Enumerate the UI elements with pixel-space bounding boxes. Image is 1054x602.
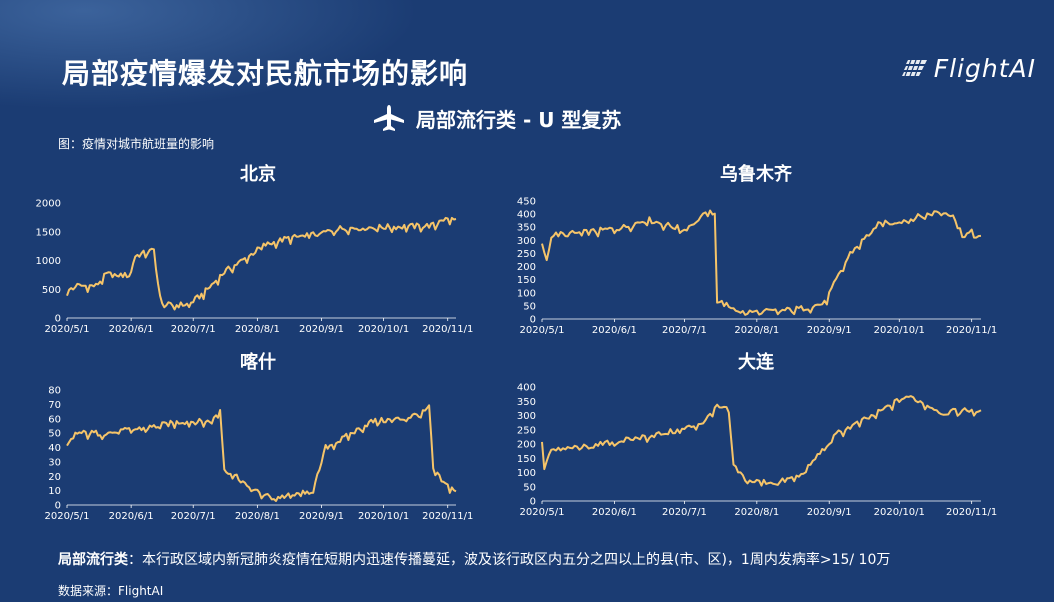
x-tick-label: 2020/8/1 (235, 511, 280, 522)
y-tick-label: 1500 (36, 227, 61, 238)
y-tick-label: 0 (55, 501, 61, 512)
series-line (541, 395, 982, 487)
x-tick-label: 2020/9/1 (807, 507, 852, 518)
line-chart-kashgar: 0 10 20 30 40 50 60 70 80 2020/5/1 2020/6/1 2020/7/… (45, 386, 474, 523)
line-chart-beijing: 0 500 1000 1500 2000 2020/5/1 2020/6/1 2020/7/1… (36, 199, 474, 336)
x-tick-label: 2020/9/1 (299, 324, 344, 335)
y-tick-label: 250 (517, 249, 536, 260)
x-tick-label: 2020/7/1 (171, 511, 216, 522)
x-tick-label: 2020/11/1 (422, 511, 473, 522)
y-tick-label: 200 (517, 262, 536, 273)
x-tick-label: 2020/6/1 (592, 325, 637, 336)
data-source: 数据来源：FlightAI (58, 584, 164, 598)
x-tick-label: 2020/10/1 (874, 325, 925, 336)
y-tick-label: 400 (517, 383, 536, 394)
y-tick-label: 250 (517, 425, 536, 436)
y-tick-label: 300 (517, 411, 536, 422)
x-tick-label: 2020/5/1 (520, 507, 565, 518)
x-tick-label: 2020/9/1 (807, 325, 852, 336)
y-tick-label: 80 (48, 386, 61, 397)
y-tick-label: 50 (523, 301, 536, 312)
section-subtitle: 局部流行类 - U 型复苏 (372, 103, 621, 133)
y-tick-label: 0 (530, 315, 536, 326)
chart-title-urumqi: 乌鲁木齐 (720, 164, 792, 185)
chart-title-kashgar: 喀什 (240, 352, 276, 373)
y-tick-label: 200 (517, 440, 536, 451)
background-glow (0, 0, 420, 110)
figure-caption: 图：疫情对城市航班量的影响 (58, 137, 215, 151)
y-tick-label: 350 (517, 397, 536, 408)
y-tick-label: 0 (55, 314, 61, 325)
x-tick-label: 2020/8/1 (734, 507, 779, 518)
chart-title-dalian: 大连 (738, 352, 774, 373)
logo-text: FlightAI (933, 54, 1036, 83)
line-chart-dalian: 0 50 100 150 200 250 300 350 400 2020/5/1 2020/6/1… (517, 383, 997, 519)
x-tick-label: 2020/10/1 (874, 507, 925, 518)
x-tick-label: 2020/6/1 (109, 324, 154, 335)
x-tick-label: 2020/9/1 (299, 511, 344, 522)
page-title: 局部疫情爆发对民航市场的影响 (62, 57, 469, 90)
x-tick-label: 2020/5/1 (45, 511, 90, 522)
logo-mark-icon (901, 59, 927, 76)
x-tick-label: 2020/7/1 (662, 325, 707, 336)
chart-title-beijing: 北京 (240, 164, 276, 185)
series-line (541, 209, 982, 316)
x-tick-label: 2020/6/1 (109, 511, 154, 522)
y-tick-label: 350 (517, 223, 536, 234)
brand-logo: FlightAI (901, 54, 1036, 83)
y-tick-label: 0 (530, 497, 536, 508)
series-line (66, 404, 457, 502)
airplane-icon (374, 105, 404, 131)
line-chart-urumqi: 0 50 100 150 200 250 300 350 400 450 2020/5/1 2020/… (517, 197, 997, 337)
y-tick-label: 150 (517, 275, 536, 286)
footnote: 局部流行类：本行政区域内新冠肺炎疫情在短期内迅速传播蔓延，波及该行政区内五分之四… (58, 549, 890, 569)
y-tick-label: 70 (48, 400, 61, 411)
y-tick-label: 50 (523, 482, 536, 493)
series-line (66, 216, 457, 311)
subtitle-text: 局部流行类 - U 型复苏 (416, 107, 622, 132)
y-tick-label: 2000 (36, 199, 61, 210)
y-tick-label: 100 (517, 468, 536, 479)
x-tick-label: 2020/6/1 (592, 507, 637, 518)
y-tick-label: 50 (48, 429, 61, 440)
x-tick-label: 2020/10/1 (358, 511, 409, 522)
x-tick-label: 2020/5/1 (520, 325, 565, 336)
y-tick-label: 20 (48, 472, 61, 483)
y-tick-label: 400 (517, 210, 536, 221)
footnote-text: ：本行政区域内新冠肺炎疫情在短期内迅速传播蔓延，波及该行政区内五分之四以上的县(… (128, 552, 891, 568)
x-tick-label: 2020/8/1 (235, 324, 280, 335)
y-tick-label: 40 (48, 443, 61, 454)
x-tick-label: 2020/7/1 (171, 324, 216, 335)
y-tick-label: 500 (42, 285, 61, 296)
x-tick-label: 2020/11/1 (422, 324, 473, 335)
y-tick-label: 30 (48, 457, 61, 468)
x-tick-label: 2020/11/1 (946, 325, 997, 336)
footnote-term: 局部流行类 (58, 552, 128, 568)
x-tick-label: 2020/10/1 (358, 324, 409, 335)
x-tick-label: 2020/7/1 (662, 507, 707, 518)
y-tick-label: 10 (48, 486, 61, 497)
y-tick-label: 1000 (36, 256, 61, 267)
x-tick-label: 2020/11/1 (946, 507, 997, 518)
y-tick-label: 150 (517, 454, 536, 465)
y-tick-label: 100 (517, 288, 536, 299)
x-tick-label: 2020/8/1 (734, 325, 779, 336)
y-tick-label: 300 (517, 236, 536, 247)
y-tick-label: 60 (48, 414, 61, 425)
x-tick-label: 2020/5/1 (45, 324, 90, 335)
y-tick-label: 450 (517, 197, 536, 208)
